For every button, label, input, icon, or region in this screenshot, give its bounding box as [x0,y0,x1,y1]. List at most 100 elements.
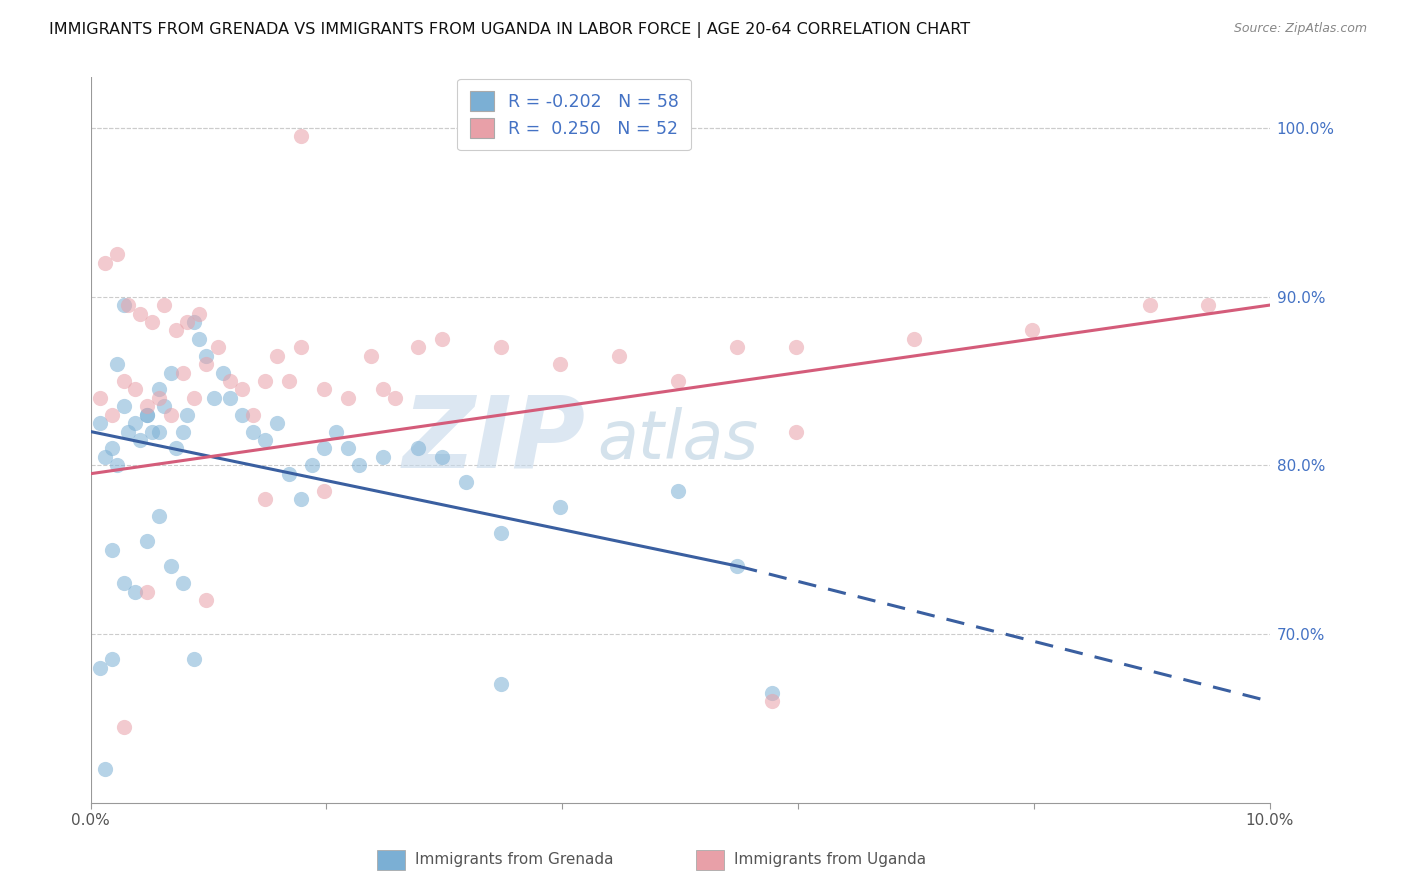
Point [207,340,229,354]
Point [188,332,211,346]
Point [89,660,111,674]
Point [785,340,807,354]
Point [489,525,512,540]
Point [489,340,512,354]
Point [548,500,571,515]
Point [336,442,359,456]
Point [124,416,146,430]
Point [124,383,146,397]
Point [242,408,264,422]
Point [301,458,323,473]
Point [105,357,128,371]
Point [136,584,159,599]
Point [112,720,135,734]
Point [141,315,163,329]
Point [430,450,453,464]
Point [290,491,312,506]
Point [785,425,807,439]
Point [349,458,371,473]
Point [1198,298,1220,312]
Bar [377,850,405,870]
Point [105,458,128,473]
Point [129,306,152,320]
Point [325,425,347,439]
Point [314,383,336,397]
Point [117,298,139,312]
Point [408,442,430,456]
Point [314,483,336,498]
Text: Immigrants from Uganda: Immigrants from Uganda [734,853,927,867]
Point [101,408,124,422]
Point [1021,323,1043,337]
Point [136,408,159,422]
Point [290,129,312,144]
Point [183,652,205,666]
Point [607,349,630,363]
Point [266,416,288,430]
Point [159,408,181,422]
Point [725,559,748,574]
Point [136,408,159,422]
Point [1139,298,1161,312]
Text: ZIP: ZIP [404,392,586,489]
Text: atlas: atlas [598,407,759,473]
Point [231,408,253,422]
Point [159,559,181,574]
Point [141,425,163,439]
Point [101,652,124,666]
Point [242,425,264,439]
Point [218,391,240,405]
Point [172,366,194,380]
Point [204,391,226,405]
Point [725,340,748,354]
Point [94,450,117,464]
Text: Immigrants from Grenada: Immigrants from Grenada [415,853,613,867]
Point [112,399,135,413]
Point [277,467,299,481]
Point [152,399,174,413]
Point [408,340,430,354]
Point [124,584,146,599]
Point [231,383,253,397]
Point [112,298,135,312]
Point [112,576,135,591]
Point [384,391,406,405]
Point [218,374,240,388]
Point [266,349,288,363]
Point [254,433,277,447]
Point [183,315,205,329]
Point [148,383,170,397]
Point [129,433,152,447]
Point [105,247,128,261]
Point [136,399,159,413]
Point [666,374,689,388]
Point [94,256,117,270]
Point [290,340,312,354]
Point [761,686,783,700]
Point [454,475,477,490]
Point [101,442,124,456]
Bar [696,850,724,870]
Point [666,483,689,498]
Point [195,593,218,607]
Text: Source: ZipAtlas.com: Source: ZipAtlas.com [1233,22,1367,36]
Point [188,306,211,320]
Point [360,349,382,363]
Point [489,677,512,691]
Point [371,383,394,397]
Point [94,762,117,776]
Point [195,357,218,371]
Point [176,315,198,329]
Point [152,298,174,312]
Point [430,332,453,346]
Point [176,408,198,422]
Point [277,374,299,388]
Point [314,442,336,456]
Point [89,391,111,405]
Point [136,534,159,549]
Point [148,391,170,405]
Point [165,323,187,337]
Point [148,425,170,439]
Point [165,442,187,456]
Point [336,391,359,405]
